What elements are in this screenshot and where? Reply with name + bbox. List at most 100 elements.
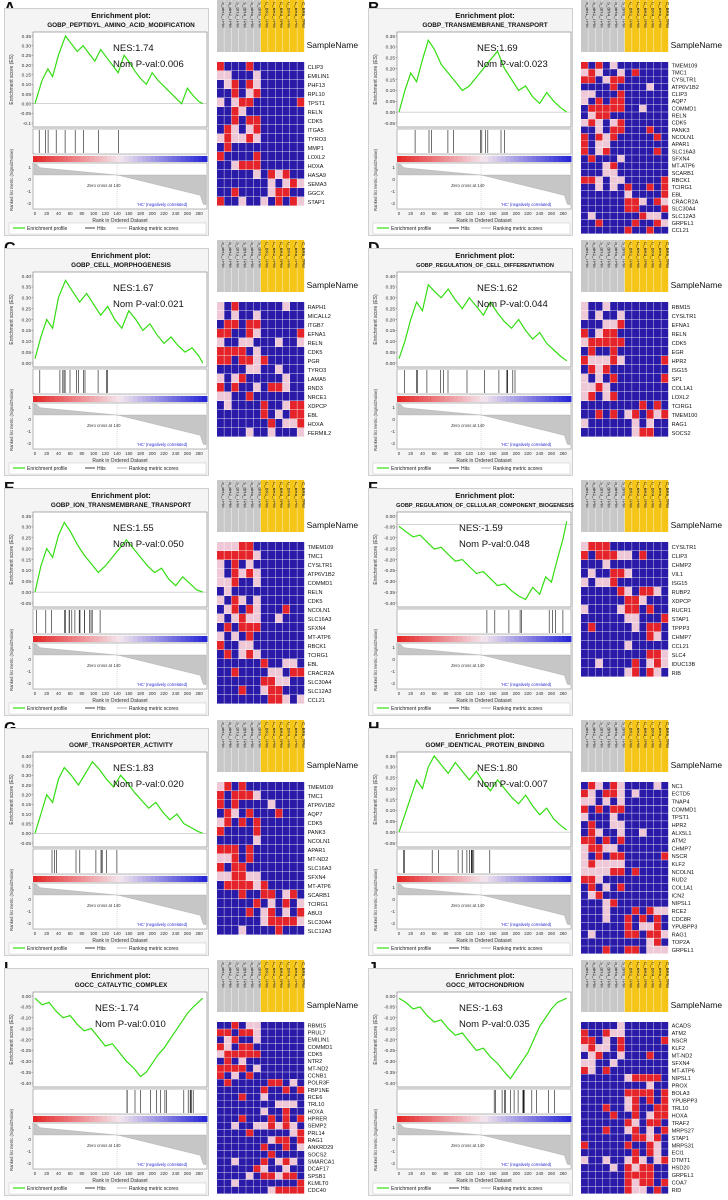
es-plot-area (32, 991, 208, 1088)
heatmap-cell (297, 1086, 305, 1094)
heatmap-cell (224, 134, 232, 143)
gene-label: SP1 (672, 377, 683, 383)
heatmap-cell (246, 1079, 254, 1087)
heatmap-cell (290, 917, 297, 926)
heatmap-cell (246, 1151, 254, 1158)
heatmap-cell (617, 946, 625, 954)
gene-label: HASA9 (308, 173, 326, 179)
heatmap-cell (661, 1186, 669, 1194)
rank-gradient-cell (423, 636, 428, 642)
heatmap-cell (282, 596, 290, 605)
heatmap-cell (260, 197, 268, 206)
heatmap-cell (297, 1136, 305, 1144)
heatmap-cell (268, 107, 275, 116)
rank-tick-label: 120 (102, 451, 110, 456)
heatmap-cell (595, 828, 603, 837)
heatmap-cell (654, 930, 661, 938)
heatmap-cell (610, 860, 618, 868)
es-tick-label: 0.20 (22, 792, 32, 798)
heatmap-cell (224, 1122, 232, 1130)
gene-label: DTMT1 (672, 1158, 691, 1164)
heatmap-cell (260, 1172, 268, 1180)
expression-heatmap: S_BR1_TPM S_BR2_TPM S_BR3_TPM S_BR4_TPM S_BR… (580, 0, 726, 236)
rank-tick-label: 260 (548, 211, 556, 216)
heatmap-cell (610, 183, 618, 191)
rank-gradient-cell (141, 636, 147, 642)
heatmap-cell (632, 614, 639, 623)
heatmap-cell (624, 868, 632, 876)
rank-gradient-cell (102, 396, 108, 402)
rank-tick-label: 220 (524, 931, 532, 936)
heatmap-cell (639, 183, 647, 191)
rank-gradient-cell (401, 636, 407, 642)
heatmap-cell (238, 1086, 246, 1094)
rank-tick-label: 260 (184, 931, 192, 936)
heatmap-cell (632, 1149, 639, 1157)
heatmap-cell (231, 809, 239, 818)
rank-gradient-cell (85, 156, 90, 162)
heatmap-cell (602, 226, 610, 234)
heatmap-cell (617, 1171, 625, 1179)
expression-heatmap: S_BR1_TPM S_BR2_TPM S_BR3_TPM S_BR4_TPM S_BR… (216, 240, 362, 476)
rank-tick-label: 0 (398, 451, 401, 456)
heatmap-cell (632, 1029, 639, 1037)
metric-tick-label: -1 (391, 189, 396, 195)
heatmap-cell (231, 152, 239, 161)
heatmap-cell (639, 1081, 647, 1089)
heatmap-cell (231, 650, 239, 659)
heatmap-cell (639, 632, 647, 641)
heatmap-cell (639, 383, 647, 392)
heatmap-cell (610, 126, 618, 134)
heatmap-cell (624, 83, 632, 91)
heatmap-cell (253, 1057, 261, 1065)
heatmap-cell (595, 76, 603, 84)
es-axis-label: Enrichment score (ES) (9, 54, 15, 105)
gene-label: TMC1 (308, 554, 323, 560)
heatmap-cell (610, 605, 618, 614)
gene-label: ISG15 (672, 581, 688, 587)
rank-gradient-cell (124, 396, 130, 402)
heatmap-cell (602, 852, 610, 860)
heatmap-cell (275, 107, 283, 116)
heatmap-cell (224, 152, 232, 161)
heatmap-cell (617, 183, 625, 191)
heatmap-cell (238, 1108, 246, 1115)
heatmap-cell (260, 542, 268, 551)
rank-gradient-cell (457, 636, 463, 642)
rank-gradient-cell (193, 876, 199, 882)
heatmap-cell (595, 922, 603, 931)
heatmap-cell (246, 668, 254, 677)
rank-tick-label: 140 (113, 1171, 121, 1176)
heatmap-cell (297, 650, 305, 659)
heatmap-cell (588, 191, 596, 198)
es-tick-label: 0.35 (386, 34, 396, 40)
gene-label: RAPH1 (308, 305, 327, 311)
heatmap-cell (632, 1119, 639, 1127)
heatmap-cell (246, 1143, 254, 1151)
sample-header-cell (253, 960, 261, 1012)
rank-tick-label: 0 (34, 451, 37, 456)
heatmap-cell (602, 162, 610, 170)
heatmap-cell (654, 133, 661, 141)
heatmap-cell (260, 338, 268, 347)
rank-tick-label: 160 (489, 211, 497, 216)
heatmap-cell (588, 797, 596, 805)
heatmap-cell (246, 1129, 254, 1137)
heatmap-cell (654, 875, 661, 884)
heatmap-cell (268, 1108, 275, 1115)
heatmap-cell (231, 926, 239, 935)
heatmap-cell (639, 1029, 647, 1037)
legend-box (372, 462, 571, 475)
heatmap-cell (297, 836, 305, 845)
rank-tick-label: 240 (172, 931, 180, 936)
gene-label: CHMP2 (672, 563, 692, 569)
gene-label: GGCX (308, 191, 325, 197)
sample-header-cell (268, 720, 275, 772)
heatmap-cell (595, 365, 603, 374)
sample-label: S_BR4_TPM (243, 722, 248, 748)
heatmap-cell (238, 827, 246, 836)
nes-label: NES:1.55 (113, 523, 154, 534)
heatmap-cell (610, 212, 618, 220)
heatmap-cell (217, 1136, 224, 1144)
rank-gradient-cell (80, 156, 86, 162)
